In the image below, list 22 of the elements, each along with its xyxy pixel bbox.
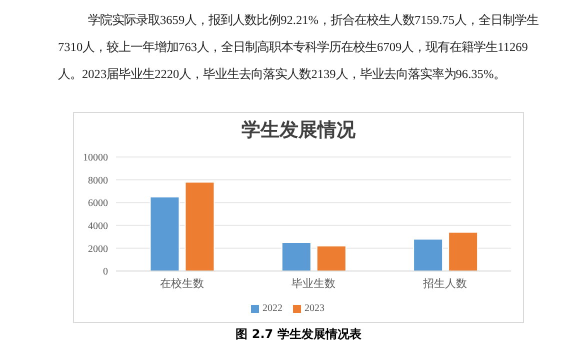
chart-title: 学生发展情况 xyxy=(240,118,356,143)
bar xyxy=(281,242,312,271)
legend-label: 2023 xyxy=(304,303,324,314)
text: 学院实际录取3659人，报到人数比例92.21%，折合在校生人数7159.75人，全日制学生 xyxy=(88,12,538,29)
bar xyxy=(316,245,346,271)
bar xyxy=(184,182,215,271)
caption: 图 2.7 学生发展情况表 xyxy=(234,326,362,343)
y-tick-label: 8000 xyxy=(88,175,108,186)
x-tick-label: 毕业生数 xyxy=(292,276,336,290)
legend-label: 2022 xyxy=(262,303,282,314)
bar xyxy=(448,232,478,271)
bar xyxy=(150,196,180,271)
y-tick-label: 6000 xyxy=(88,198,108,210)
x-tick-label: 招生人数 xyxy=(422,276,468,290)
x-tick-label: 在校生数 xyxy=(160,276,204,290)
text: 7310人，较上一年增加763人，全日制高职本专科学历在校生6709人，现有在籍学生11269 xyxy=(58,39,528,56)
y-tick-label: 4000 xyxy=(88,220,108,232)
y-tick-label: 2000 xyxy=(88,244,108,255)
y-tick-label: 10000 xyxy=(83,152,108,164)
text: 人。2023届毕业生2220人，毕业生去向落实人数2139人，毕业去向落实率为96.35%。 xyxy=(58,66,506,83)
bar xyxy=(413,238,444,271)
y-tick-label: 0 xyxy=(103,266,108,278)
